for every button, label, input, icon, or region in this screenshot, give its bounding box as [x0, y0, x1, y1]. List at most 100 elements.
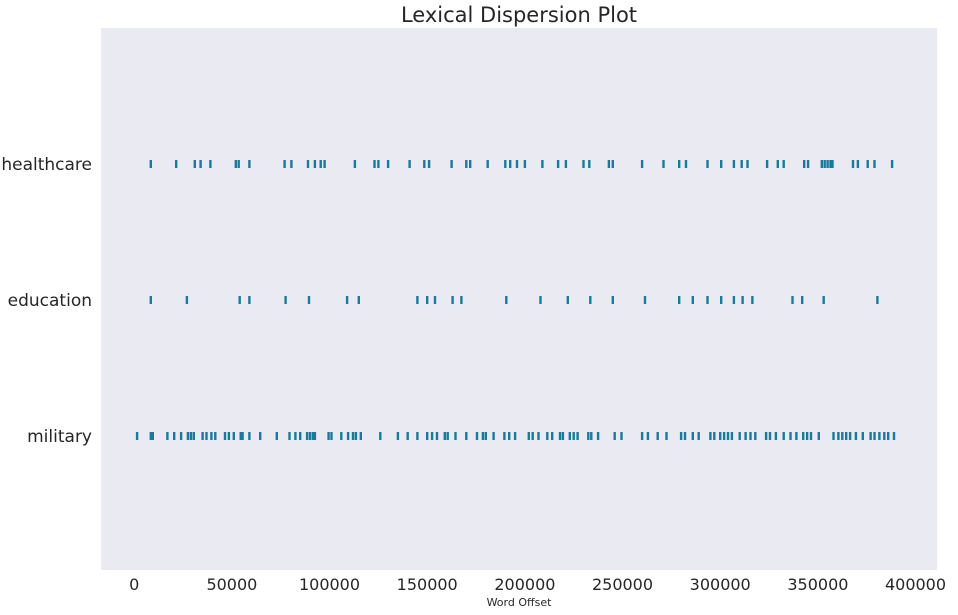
dispersion-mark-education	[801, 296, 804, 304]
dispersion-mark-military	[227, 432, 231, 440]
dispersion-mark-healthcare	[209, 160, 212, 168]
dispersion-mark-education	[751, 296, 754, 304]
dispersion-mark-military	[620, 432, 623, 440]
dispersion-mark-healthcare	[823, 160, 826, 168]
dispersion-mark-healthcare	[851, 160, 855, 168]
dispersion-mark-healthcare	[193, 160, 196, 168]
dispersion-mark-education	[741, 296, 744, 304]
dispersion-mark-healthcare	[408, 160, 411, 168]
dispersion-mark-healthcare	[313, 160, 317, 168]
dispersion-mark-healthcare	[386, 160, 390, 168]
dispersion-mark-military	[435, 432, 439, 440]
dispersion-mark-military	[311, 432, 315, 440]
dispersion-mark-education	[416, 296, 419, 304]
dispersion-mark-military	[406, 432, 409, 440]
dispersion-mark-healthcare	[290, 160, 293, 168]
dispersion-mark-military	[596, 432, 600, 440]
dispersion-mark-military	[465, 432, 468, 440]
dispersion-mark-healthcare	[486, 160, 489, 168]
dispersion-mark-military	[656, 432, 659, 440]
dispersion-mark-education	[691, 296, 694, 304]
x-tick-label: 150000	[397, 575, 458, 594]
y-tick-label-healthcare: healthcare	[1, 155, 92, 175]
dispersion-mark-healthcare	[504, 160, 507, 168]
dispersion-mark-military	[590, 432, 593, 440]
dispersion-mark-healthcare	[509, 160, 512, 168]
x-axis-label: Word Offset	[487, 596, 553, 609]
dispersion-mark-military	[354, 432, 358, 440]
dispersion-mark-military	[805, 432, 809, 440]
dispersion-mark-military	[503, 432, 506, 440]
dispersion-mark-military	[430, 432, 434, 440]
dispersion-mark-military	[845, 432, 848, 440]
dispersion-mark-military	[446, 432, 449, 440]
dispersion-mark-healthcare	[782, 160, 785, 168]
dispersion-mark-military	[537, 432, 540, 440]
dispersion-mark-education	[248, 296, 251, 304]
dispersion-mark-military	[299, 432, 302, 440]
dispersion-mark-healthcare	[720, 160, 723, 168]
x-tick-label: 300000	[690, 575, 751, 594]
dispersion-mark-military	[873, 432, 876, 440]
dispersion-mark-military	[135, 432, 139, 440]
dispersion-mark-military	[551, 432, 554, 440]
dispersion-mark-military	[665, 432, 668, 440]
dispersion-mark-healthcare	[588, 160, 591, 168]
dispersion-mark-healthcare	[803, 160, 806, 168]
dispersion-mark-military	[484, 432, 487, 440]
dispersion-mark-military	[841, 432, 844, 440]
dispersion-mark-military	[241, 432, 244, 440]
dispersion-mark-healthcare	[776, 160, 779, 168]
dispersion-mark-healthcare	[199, 160, 202, 168]
dispersion-mark-education	[284, 296, 287, 304]
dispersion-mark-military	[508, 432, 511, 440]
dispersion-mark-healthcare	[427, 160, 431, 168]
y-tick-label-education: education	[8, 291, 92, 311]
dispersion-mark-military	[744, 432, 747, 440]
dispersion-mark-education	[357, 296, 360, 304]
dispersion-mark-healthcare	[826, 160, 829, 168]
dispersion-mark-military	[239, 432, 242, 440]
dispersion-mark-healthcare	[765, 160, 769, 168]
dispersion-mark-healthcare	[706, 160, 709, 168]
dispersion-mark-military	[351, 432, 355, 440]
dispersion-mark-military	[802, 432, 805, 440]
x-tick-label: 50000	[206, 575, 257, 594]
dispersion-mark-military	[173, 432, 176, 440]
dispersion-mark-military	[527, 432, 530, 440]
dispersion-mark-healthcare	[175, 160, 178, 168]
dispersion-mark-military	[809, 432, 813, 440]
x-tick-label: 250000	[592, 575, 653, 594]
dispersion-mark-military	[774, 432, 778, 440]
dispersion-mark-military	[887, 432, 890, 440]
dispersion-mark-military	[764, 432, 768, 440]
dispersion-mark-military	[426, 432, 429, 440]
dispersion-mark-education	[678, 296, 681, 304]
x-tick-label: 200000	[494, 575, 555, 594]
dispersion-mark-education	[505, 296, 508, 304]
dispersion-mark-education	[149, 296, 152, 304]
dispersion-mark-education	[720, 296, 723, 304]
dispersion-mark-healthcare	[323, 160, 326, 168]
dispersion-mark-military	[576, 432, 579, 440]
dispersion-mark-military	[709, 432, 712, 440]
dispersion-mark-military	[359, 432, 362, 440]
dispersion-mark-military	[294, 432, 297, 440]
x-axis-tick-labels: 0 50000 100000 150000 200000 250000 300000 3500…	[129, 575, 946, 594]
dispersion-mark-military	[205, 432, 208, 440]
dispersion-mark-healthcare	[237, 160, 240, 168]
dispersion-mark-healthcare	[831, 160, 834, 168]
chart-title: Lexical Dispersion Plot	[401, 3, 637, 27]
dispersion-mark-military	[546, 432, 549, 440]
dispersion-mark-military	[789, 432, 792, 440]
dispersion-mark-education	[876, 296, 879, 304]
dispersion-mark-healthcare	[541, 160, 544, 168]
dispersion-mark-military	[416, 432, 419, 440]
dispersion-mark-healthcare	[829, 160, 832, 168]
dispersion-mark-education	[539, 296, 542, 304]
dispersion-mark-military	[179, 432, 183, 440]
dispersion-mark-healthcare	[746, 160, 749, 168]
dispersion-mark-healthcare	[564, 160, 568, 168]
dispersion-mark-healthcare	[423, 160, 426, 168]
